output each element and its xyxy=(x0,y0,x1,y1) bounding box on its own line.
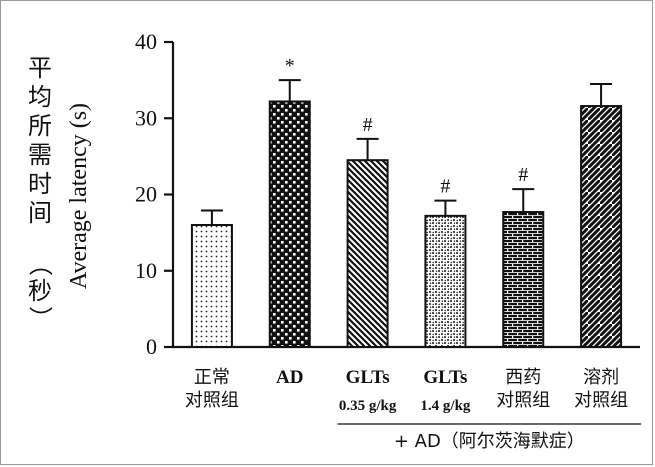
category-label: 溶剂 xyxy=(583,367,619,388)
category-label-line2: 0.35 g/kg xyxy=(339,398,397,414)
category-label: GLTs xyxy=(423,367,467,388)
y-tick-label: 40 xyxy=(135,29,157,54)
axes: 0 10 20 30 40 xyxy=(135,29,640,359)
bar xyxy=(424,214,467,348)
group-label: + AD（阿尔茨海默症） xyxy=(394,431,585,452)
bar xyxy=(346,159,389,348)
y-axis-label-cn-char: 所 xyxy=(28,112,52,140)
significance-mark: # xyxy=(363,114,373,136)
y-axis-label-cn-char: 平 xyxy=(28,54,52,82)
category-label: 西药 xyxy=(505,367,541,388)
y-axis-label-cn-char: （ xyxy=(26,252,54,276)
y-axis-label-cn-char: 均 xyxy=(28,83,52,111)
significance-mark: # xyxy=(518,164,528,186)
y-axis-label-cn-char: 秒 xyxy=(28,277,52,305)
category-label-line2: 对照组 xyxy=(574,390,628,411)
y-axis-label-cn-char: 时 xyxy=(28,170,52,198)
y-axis-label-cn-char: 需 xyxy=(28,141,52,169)
y-tick-label: 10 xyxy=(135,258,157,283)
y-axis-label-en: Average latency (s) xyxy=(66,103,92,289)
significance-mark: * xyxy=(285,55,295,77)
bar xyxy=(580,105,623,348)
bars: * # # # xyxy=(190,55,623,348)
category-label-line2: 对照组 xyxy=(496,390,550,411)
y-axis-label-cn-char: ） xyxy=(26,306,54,330)
bar xyxy=(502,211,545,348)
y-tick-label: 0 xyxy=(146,334,157,359)
bar xyxy=(268,100,311,348)
y-tick-label: 20 xyxy=(135,182,157,207)
significance-mark: # xyxy=(440,176,450,198)
bar xyxy=(190,224,233,348)
category-label: GLTs xyxy=(346,367,390,388)
category-label-line2: 1.4 g/kg xyxy=(420,398,471,414)
category-label: 正常 xyxy=(194,367,230,388)
y-tick-label: 30 xyxy=(135,105,157,130)
category-label: AD xyxy=(276,367,303,388)
y-axis-label-cn-char: 间 xyxy=(28,199,52,227)
category-label-line2: 对照组 xyxy=(185,390,239,411)
